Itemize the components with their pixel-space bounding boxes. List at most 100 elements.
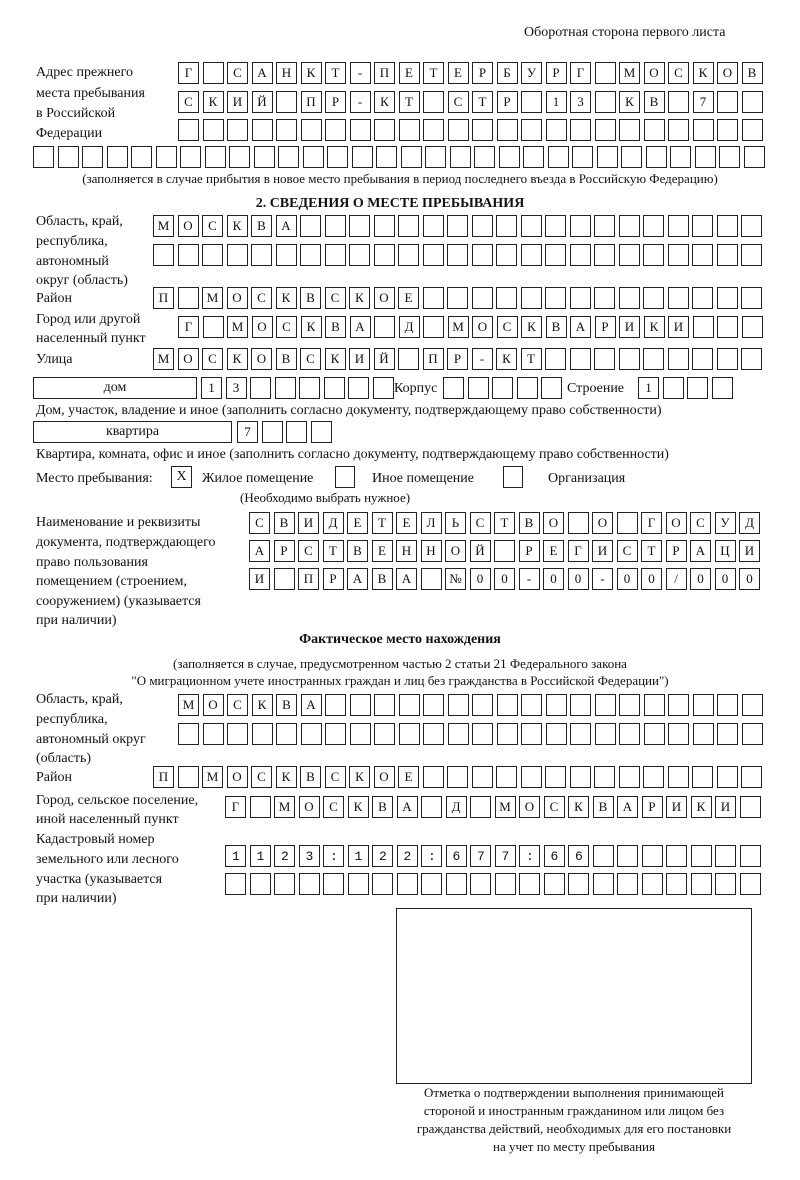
letter-cell[interactable]: В [300,287,321,309]
letter-cell[interactable] [298,873,320,895]
letter-cell[interactable] [594,287,615,309]
letter-cell[interactable] [594,91,616,113]
letter-cell[interactable]: Т [322,540,344,562]
letter-cell[interactable] [300,244,321,266]
letter-cell[interactable]: К [692,62,714,84]
letter-cell[interactable] [472,119,493,141]
letter-cell[interactable] [420,568,442,590]
letter-cell[interactable]: У [714,512,736,534]
letter-cell[interactable] [716,287,738,309]
letter-cell[interactable] [662,377,684,399]
letter-cell[interactable]: А [570,316,591,338]
letter-cell[interactable] [276,91,297,113]
letter-cell[interactable] [299,377,320,399]
letter-cell[interactable] [447,244,468,266]
letter-cell[interactable] [690,873,712,895]
letter-cell[interactable]: О [298,796,320,818]
letter-cell[interactable]: О [251,316,273,338]
letter-cell[interactable]: П [153,287,174,309]
letter-cell[interactable] [421,873,442,895]
letter-cell[interactable] [498,146,520,168]
letter-cell[interactable] [422,766,444,788]
letter-cell[interactable]: И [619,316,640,338]
letter-cell[interactable] [153,244,174,266]
letter-cell[interactable] [541,377,562,399]
letter-cell[interactable] [592,873,614,895]
letter-cell[interactable] [423,723,444,745]
letter-cell[interactable] [717,694,738,716]
letter-cell[interactable] [494,845,516,867]
letter-cell[interactable] [687,377,708,399]
letter-cell[interactable] [472,723,493,745]
checkbox-residential[interactable]: X [171,466,192,488]
letter-cell[interactable] [445,873,467,895]
letter-cell[interactable] [617,845,638,867]
letter-cell[interactable] [496,723,518,745]
letter-cell[interactable] [470,796,491,818]
letter-cell[interactable] [496,694,518,716]
letter-cell[interactable] [594,119,616,141]
letter-cell[interactable]: Т [520,348,542,370]
letter-cell[interactable] [372,845,393,867]
letter-cell[interactable] [569,766,591,788]
letter-cell[interactable] [643,723,665,745]
letter-cell[interactable]: О [177,215,199,237]
letter-cell[interactable] [743,146,765,168]
letter-cell[interactable]: 0 [494,568,515,590]
letter-cell[interactable]: С [227,694,248,716]
letter-cell[interactable] [227,119,248,141]
letter-cell[interactable] [376,146,397,168]
flat-type-box[interactable]: квартира [33,421,232,443]
letter-cell[interactable] [741,766,762,788]
letter-cell[interactable]: В [741,62,763,84]
letter-cell[interactable] [251,244,272,266]
letter-cell[interactable]: № [445,568,466,590]
letter-cell[interactable]: С [323,796,344,818]
letter-cell[interactable]: И [227,91,248,113]
letter-cell[interactable]: К [619,91,640,113]
letter-cell[interactable]: У [521,62,542,84]
letter-cell[interactable] [739,873,761,895]
letter-cell[interactable] [396,845,418,867]
letter-cell[interactable]: 0 [543,568,564,590]
letter-cell[interactable] [694,146,716,168]
letter-cell[interactable]: К [643,316,665,338]
letter-cell[interactable] [692,215,713,237]
letter-cell[interactable] [594,694,616,716]
letter-cell[interactable] [741,287,762,309]
letter-cell[interactable] [131,146,152,168]
letter-cell[interactable] [33,146,54,168]
letter-cell[interactable]: О [373,287,395,309]
letter-cell[interactable]: М [494,796,516,818]
letter-cell[interactable]: В [592,796,614,818]
letter-cell[interactable]: Д [398,316,420,338]
letter-cell[interactable] [545,766,566,788]
letter-cell[interactable]: О [202,694,224,716]
letter-cell[interactable] [692,316,714,338]
letter-cell[interactable] [741,694,763,716]
letter-cell[interactable] [717,119,738,141]
letter-cell[interactable] [545,723,567,745]
letter-cell[interactable] [323,845,344,867]
letter-cell[interactable] [667,287,689,309]
letter-cell[interactable] [374,694,395,716]
letter-cell[interactable]: С [300,348,321,370]
letter-cell[interactable] [741,244,762,266]
letter-cell[interactable] [204,146,226,168]
letter-cell[interactable]: А [251,62,273,84]
letter-cell[interactable] [373,244,395,266]
letter-cell[interactable]: Б [496,62,518,84]
letter-cell[interactable] [447,215,468,237]
letter-cell[interactable]: Р [273,540,295,562]
letter-cell[interactable] [447,694,469,716]
letter-cell[interactable] [545,215,566,237]
letter-cell[interactable] [717,91,738,113]
letter-cell[interactable] [471,244,493,266]
letter-cell[interactable] [667,215,689,237]
letter-cell[interactable] [302,146,324,168]
letter-cell[interactable]: К [300,62,322,84]
letter-cell[interactable] [349,119,371,141]
letter-cell[interactable]: 1 [638,377,659,399]
letter-cell[interactable]: Р [325,91,346,113]
letter-cell[interactable]: Й [251,91,273,113]
